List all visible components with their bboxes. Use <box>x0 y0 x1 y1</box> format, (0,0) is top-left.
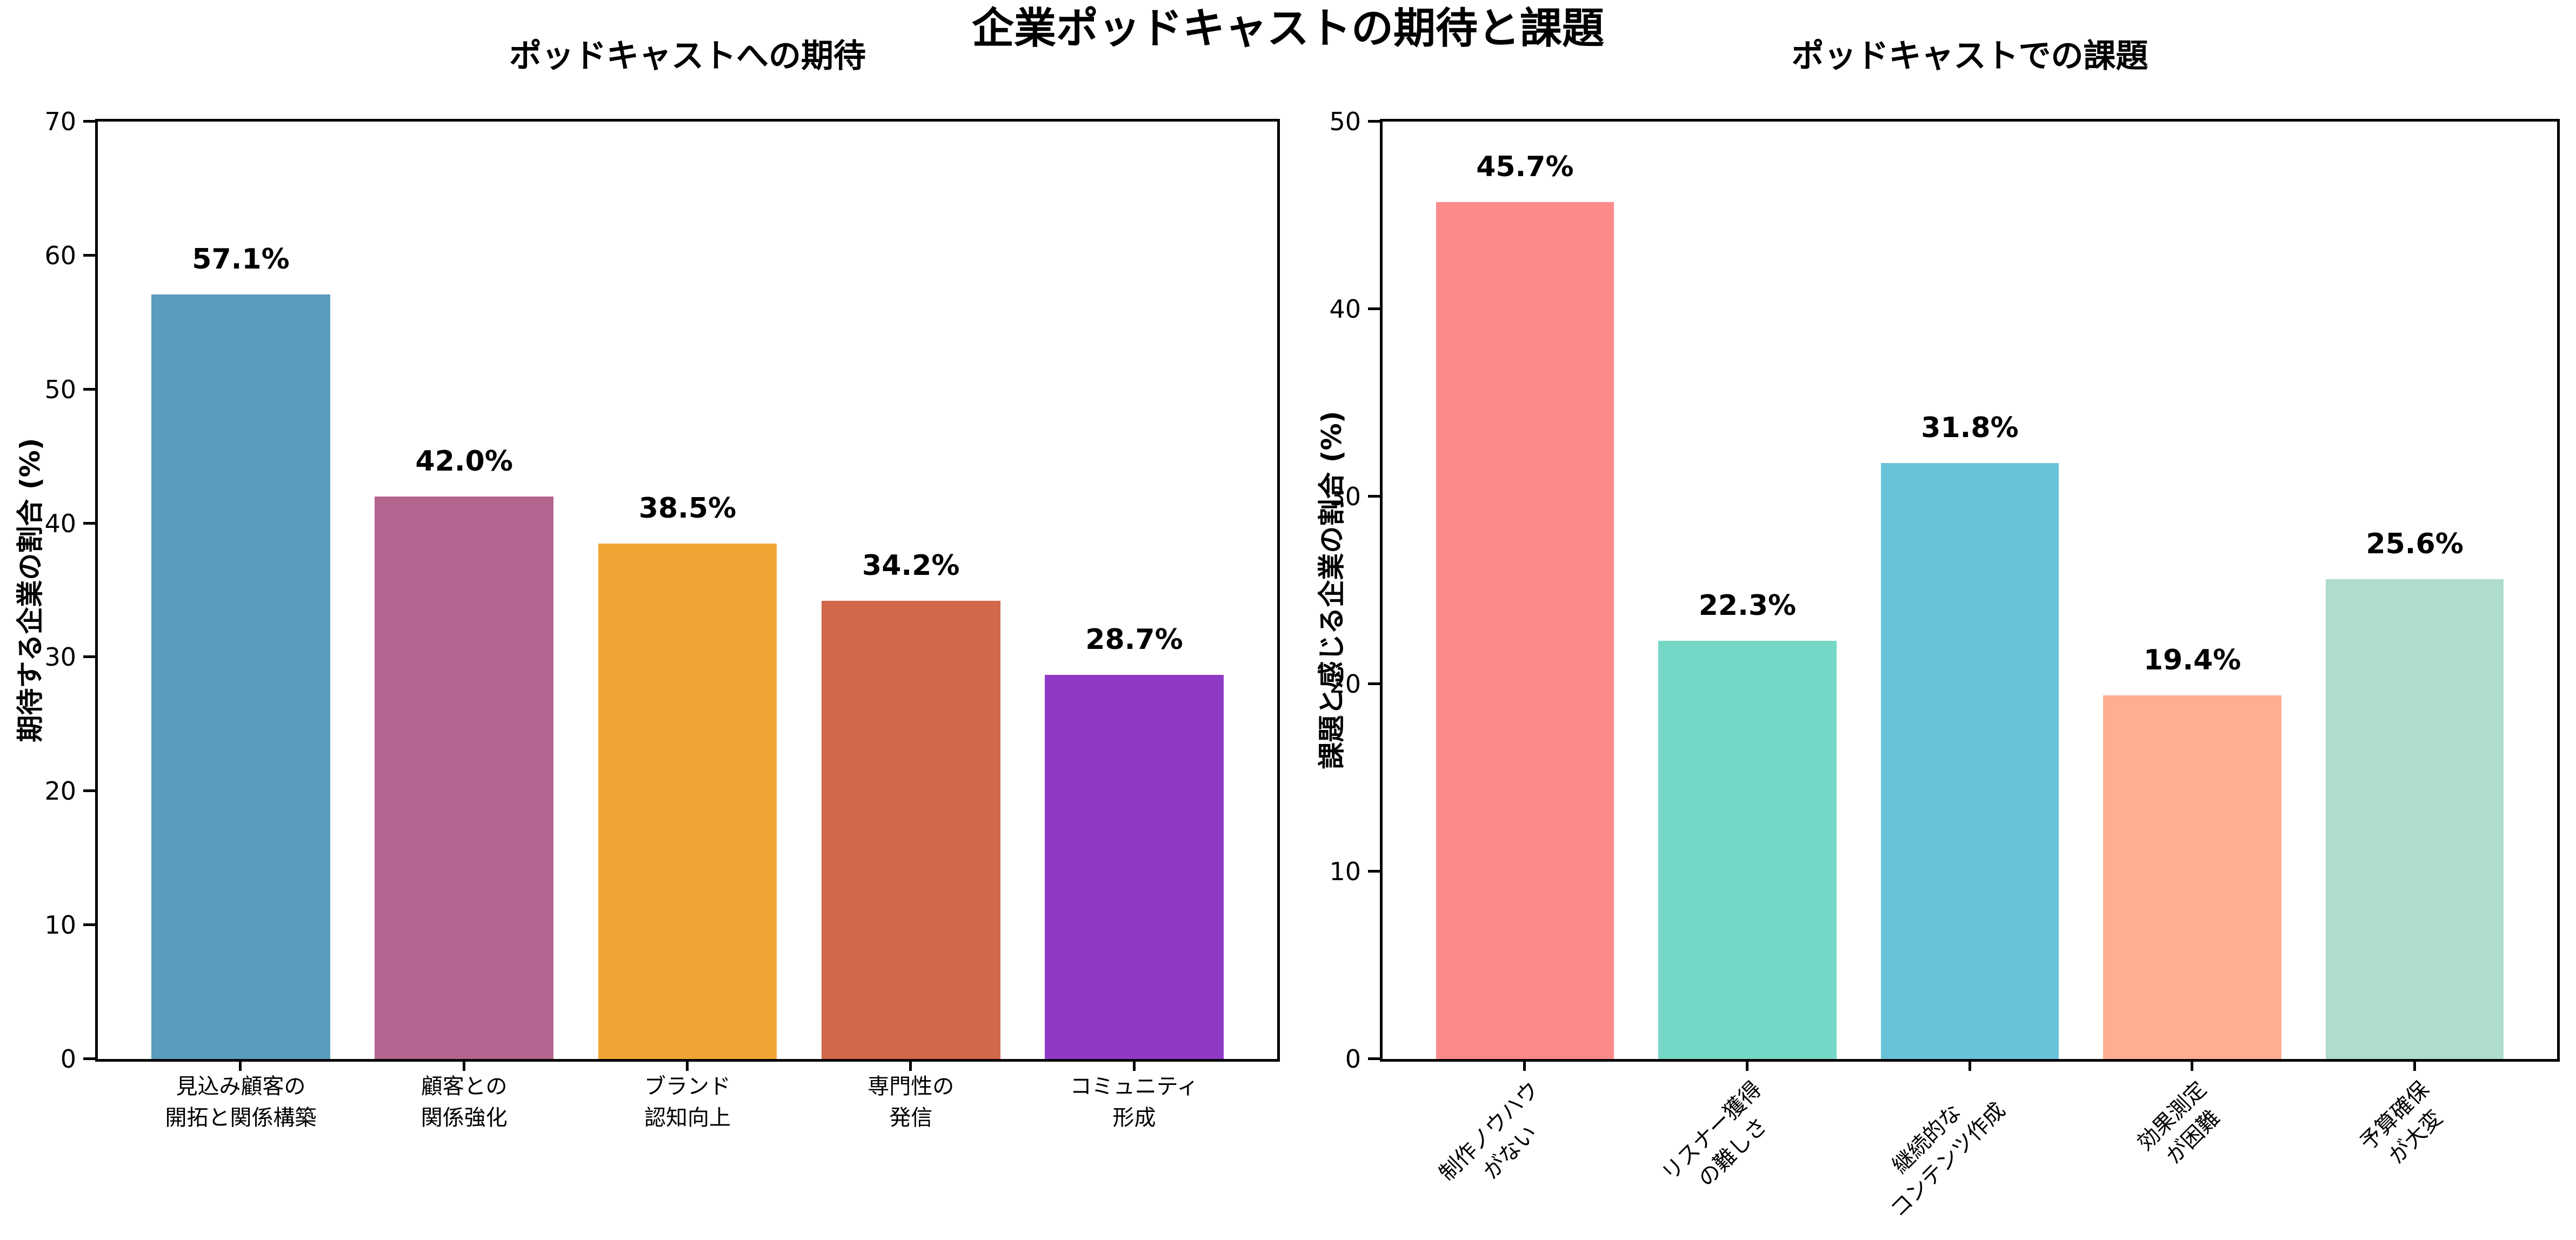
x-tick-mark <box>1745 1059 1749 1071</box>
y-tick-label: 30 <box>1329 482 1361 511</box>
bar-value-label: 19.4% <box>2143 644 2241 676</box>
x-tick-mark <box>1523 1059 1526 1071</box>
bar <box>1436 202 1614 1059</box>
y-tick-label: 50 <box>44 374 76 404</box>
x-tick-label-text: 効果測定 が困難 <box>2132 1076 2225 1169</box>
bar-value-label: 57.1% <box>192 243 290 276</box>
y-tick-mark <box>1368 495 1380 498</box>
bar <box>1658 641 1837 1059</box>
bar <box>2325 579 2504 1059</box>
y-tick-mark <box>83 253 95 257</box>
y-tick-label: 60 <box>44 240 76 270</box>
x-tick-label: 見込み顧客の 開拓と関係構築 <box>165 1074 317 1130</box>
right-y-axis-label: 課題と感じる企業の割合 (%) <box>1316 411 1347 769</box>
bar <box>151 294 330 1059</box>
y-tick-label: 0 <box>1345 1044 1361 1074</box>
x-tick-label-text: 継続的な コンテンツ作成 <box>1885 1097 2010 1223</box>
bar-value-label: 22.3% <box>1698 589 1797 622</box>
x-tick-label: 顧客との 関係強化 <box>421 1074 508 1130</box>
x-tick-label: ブランド 認知向上 <box>644 1074 731 1130</box>
left-plot-area: 0 10 20 30 40 50 60 70 57.1% 見込み顧客の 開拓と関係構築 42.0% 顧客… <box>44 107 1280 1130</box>
bar <box>1880 463 2059 1059</box>
x-tick-mark <box>239 1059 242 1071</box>
y-tick-mark <box>83 789 95 793</box>
y-tick-label: 10 <box>1329 857 1361 886</box>
right-plot-area: 0 10 20 30 40 50 45.7% 制作ノウハウ がない 22.3% リスナー獲得 の難しさ… <box>1329 107 2560 1222</box>
y-tick-label: 10 <box>44 910 76 940</box>
y-tick-mark <box>1368 307 1380 310</box>
y-tick-mark <box>83 521 95 525</box>
y-tick-label: 0 <box>60 1044 76 1074</box>
left-y-axis-label: 期待する企業の割合 (%) <box>15 438 46 742</box>
y-tick-mark <box>83 387 95 391</box>
bar-value-label: 25.6% <box>2366 527 2464 560</box>
y-tick-mark <box>1368 870 1380 873</box>
bar-value-label: 31.8% <box>1921 411 2019 444</box>
bar-value-label: 28.7% <box>1085 623 1183 656</box>
x-tick-label: コミュニティ 形成 <box>1070 1074 1199 1130</box>
y-tick-label: 70 <box>44 107 76 136</box>
x-tick-mark <box>2413 1059 2416 1071</box>
x-tick-mark <box>1132 1059 1136 1071</box>
y-tick-label: 20 <box>44 776 76 806</box>
y-tick-mark <box>1368 682 1380 685</box>
bar-value-label: 34.2% <box>862 549 960 582</box>
y-tick-label: 50 <box>1329 107 1361 136</box>
x-tick-mark <box>1968 1059 1971 1071</box>
left-chart-title: ポッドキャストへの期待 <box>509 37 866 75</box>
bar-value-label: 38.5% <box>638 492 737 525</box>
y-tick-mark <box>1368 120 1380 123</box>
bar <box>598 543 777 1059</box>
bar <box>1045 674 1224 1059</box>
bar-value-label: 45.7% <box>1476 151 1574 184</box>
right-chart-title: ポッドキャストでの課題 <box>1791 37 2148 75</box>
y-tick-mark <box>1368 1057 1380 1060</box>
bar <box>2103 695 2281 1059</box>
y-tick-mark <box>83 1057 95 1060</box>
x-tick-mark <box>2191 1059 2194 1071</box>
x-tick-mark <box>909 1059 912 1071</box>
figure-title: 企業ポッドキャストの期待と課題 <box>971 4 1604 53</box>
y-tick-label: 30 <box>44 642 76 672</box>
x-tick-label-text: 予算確保 が大変 <box>2355 1076 2447 1169</box>
x-tick-label-text: 制作ノウハウ がない <box>1434 1076 1544 1187</box>
bar-value-label: 42.0% <box>415 445 513 478</box>
y-tick-mark <box>83 655 95 659</box>
bar <box>821 601 1000 1059</box>
y-tick-mark <box>83 120 95 123</box>
bar <box>375 497 554 1059</box>
y-tick-label: 40 <box>44 508 76 538</box>
y-tick-label: 40 <box>1329 294 1361 324</box>
x-tick-label: 専門性の 発信 <box>867 1074 955 1130</box>
y-tick-mark <box>83 923 95 927</box>
y-tick-label: 20 <box>1329 669 1361 699</box>
x-tick-mark <box>462 1059 465 1071</box>
x-tick-mark <box>686 1059 689 1071</box>
x-tick-label-text: リスナー獲得 の難しさ <box>1657 1076 1772 1192</box>
